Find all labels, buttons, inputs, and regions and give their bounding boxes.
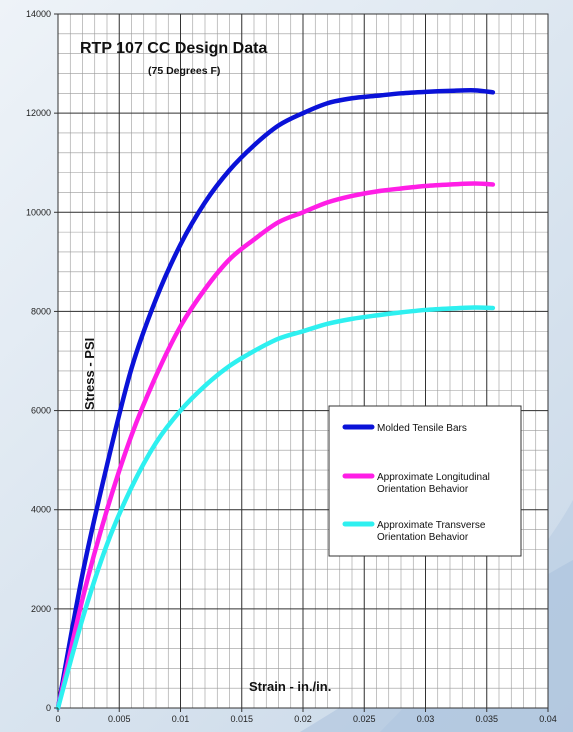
legend-label-transverse-line1: Approximate Transverse bbox=[377, 520, 486, 531]
x-axis-title: Strain - in./in. bbox=[249, 679, 331, 694]
legend: Molded Tensile Bars Approximate Longitud… bbox=[328, 405, 522, 557]
y-tick-label: 14000 bbox=[26, 9, 51, 19]
legend-label-longitudinal-line2: Orientation Behavior bbox=[377, 484, 469, 495]
y-axis-ticks: 0 2000 4000 6000 8000 10000 12000 14000 bbox=[26, 9, 58, 713]
series-line-2 bbox=[55, 181, 496, 711]
x-tick-label: 0.01 bbox=[172, 714, 190, 724]
x-tick-label: 0.02 bbox=[294, 714, 312, 724]
series-line-3 bbox=[55, 305, 496, 711]
chart-title: RTP 107 CC Design Data bbox=[80, 40, 267, 57]
series-layer bbox=[55, 88, 496, 711]
y-tick-label: 4000 bbox=[31, 505, 51, 515]
y-axis-title: Stress - PSI bbox=[82, 338, 97, 410]
x-tick-label: 0.04 bbox=[539, 714, 557, 724]
y-tick-label: 12000 bbox=[26, 108, 51, 118]
x-tick-label: 0.015 bbox=[230, 714, 253, 724]
series-line-1 bbox=[55, 88, 496, 711]
y-tick-label: 2000 bbox=[31, 604, 51, 614]
y-tick-label: 0 bbox=[46, 703, 51, 713]
y-tick-label: 10000 bbox=[26, 207, 51, 217]
chart-subtitle: (75 Degrees F) bbox=[148, 65, 220, 77]
x-tick-label: 0.025 bbox=[353, 714, 376, 724]
y-tick-label: 8000 bbox=[31, 306, 51, 316]
x-tick-label: 0 bbox=[55, 714, 60, 724]
x-tick-label: 0.03 bbox=[417, 714, 435, 724]
legend-box bbox=[328, 405, 522, 557]
legend-label-longitudinal-line1: Approximate Longitudinal bbox=[377, 472, 490, 483]
legend-label-transverse-line2: Orientation Behavior bbox=[377, 532, 469, 543]
x-tick-label: 0.035 bbox=[475, 714, 498, 724]
x-axis-ticks: 0 0.005 0.01 0.015 0.02 0.025 0.03 0.035 0.04 bbox=[55, 708, 557, 724]
x-tick-label: 0.005 bbox=[108, 714, 131, 724]
legend-label-molded: Molded Tensile Bars bbox=[377, 423, 467, 434]
legend-label-transverse: Approximate Transverse Orientation Behav… bbox=[377, 520, 488, 543]
legend-label-longitudinal: Approximate Longitudinal Orientation Beh… bbox=[377, 472, 493, 495]
y-tick-label: 6000 bbox=[31, 406, 51, 416]
